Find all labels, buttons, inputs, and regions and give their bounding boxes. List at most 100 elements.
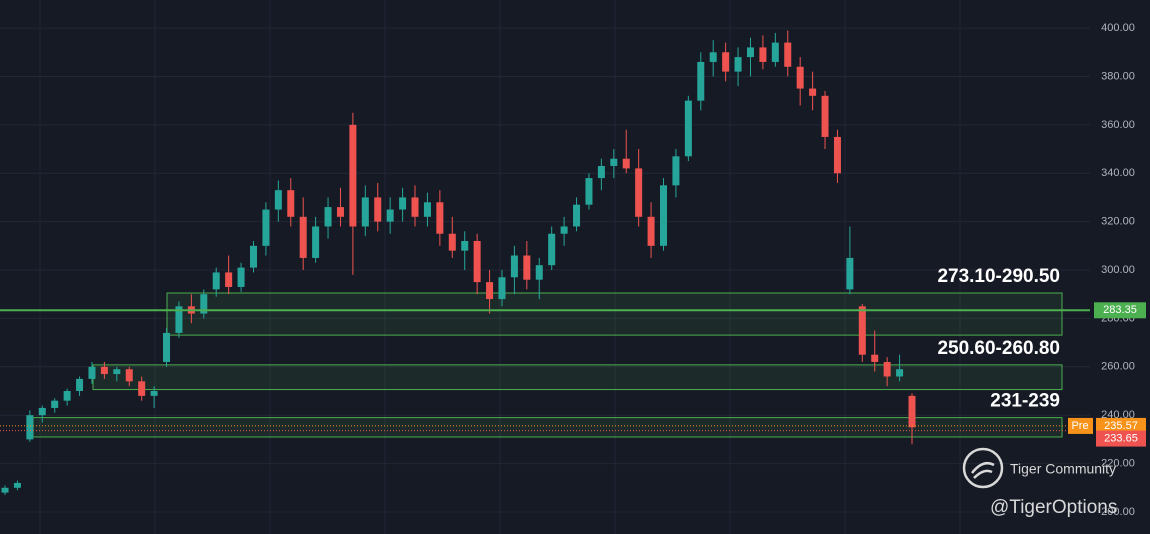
candle-body [386,209,394,222]
candle-body [200,294,208,314]
zone-label: 231-239 [990,391,1060,412]
candle-body [125,369,133,382]
candle-body [336,207,344,217]
close-price-label: 233.65 [1104,432,1138,444]
candle-body [13,482,21,488]
candle-body [399,197,407,210]
candle-body [63,391,71,401]
candle-body [585,178,593,205]
pre-tag: Pre [1071,420,1088,432]
candle-body [697,61,705,101]
last-price-box [1094,302,1146,319]
candle-body [510,255,518,278]
candle-body [436,202,444,234]
vertical-grid [39,0,961,534]
candle-body [858,306,866,355]
candle-body [573,204,581,227]
candle-body [846,257,854,290]
candle-body [249,245,257,268]
candle-body [746,47,754,58]
close-price-box [1096,430,1146,447]
candle-body [871,354,879,362]
candle-body [622,158,630,169]
candle-body [448,233,456,251]
y-tick-label: 220.00 [1101,457,1135,469]
candle-body [423,202,431,217]
candle-body [908,395,916,428]
zone-label: 273.10-290.50 [937,266,1060,287]
y-tick-label: 340.00 [1101,167,1135,179]
candle-body [299,216,307,258]
candle-body [535,265,543,280]
support-zone [32,417,1063,438]
support-zone [166,292,1063,336]
candle-body [771,42,779,62]
candle-body [51,400,59,408]
candle-body [560,226,568,234]
candle-body [548,233,556,266]
candle-body [150,391,158,396]
candle-body [809,88,817,96]
candle-body [647,216,655,246]
zone-label: 250.60-260.80 [937,338,1060,359]
candle-body [76,378,84,392]
candle-body [274,190,282,210]
candle-body [461,240,469,251]
candle-body [361,197,369,227]
candle-body [635,168,643,217]
candle-body [88,366,96,379]
candle-body [312,226,320,258]
candle-body [100,366,108,375]
candle-body [212,272,220,290]
candle-body [38,407,46,416]
pre-price-label: 235.57 [1104,420,1138,432]
y-tick-label: 260.00 [1101,361,1135,373]
y-tick-label: 320.00 [1101,216,1135,228]
pre-price-box [1096,417,1146,434]
candle-body [523,255,531,280]
candle-body [498,277,506,300]
candle-body [225,272,233,287]
candle-body [349,124,357,227]
support-zone [92,364,1063,391]
candle-body [411,197,419,217]
candle-body [784,42,792,67]
candle-body [672,156,680,186]
y-tick-label: 400.00 [1101,22,1135,34]
candle-body [473,240,481,283]
candle-body [324,207,332,227]
candle-body [113,369,121,375]
candle-body [610,158,618,166]
candle-body [237,267,245,287]
watermark: Tiger Community @TigerOptions [962,447,1117,518]
candle-body [486,282,494,300]
watermark-logo [962,447,1004,489]
candle-body [759,47,767,62]
candle-body [833,136,841,174]
candle-body [26,415,34,440]
candle-body [175,306,183,333]
candle-body [287,190,295,217]
pre-tag-box [1068,417,1093,434]
watermark-logo-mark [971,462,995,479]
candle-body [660,185,668,246]
candle-body [684,100,692,157]
handle-text: @TigerOptions [990,497,1117,518]
candle-body [163,332,171,362]
last-price-label: 283.35 [1103,304,1137,316]
candle-body [374,197,382,222]
candle-body [709,52,717,62]
candle-body [896,369,904,377]
candle-body [262,209,270,246]
candle-body [796,66,804,89]
y-tick-label: 360.00 [1101,119,1135,131]
candle-body [734,57,742,72]
y-tick-label: 380.00 [1101,70,1135,82]
candle-body [138,381,146,396]
candle-body [883,361,891,377]
y-tick-label: 300.00 [1101,264,1135,276]
candle-body [597,165,605,179]
candle-body [1,487,9,493]
